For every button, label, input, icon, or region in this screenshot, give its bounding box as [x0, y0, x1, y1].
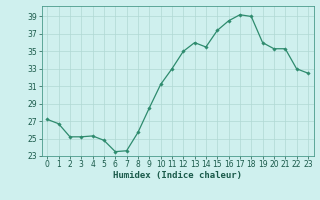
X-axis label: Humidex (Indice chaleur): Humidex (Indice chaleur): [113, 171, 242, 180]
